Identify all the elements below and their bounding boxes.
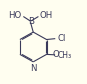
Text: OH: OH [39, 11, 53, 20]
Text: HO: HO [8, 11, 22, 20]
Text: B: B [28, 17, 34, 26]
Text: O: O [52, 50, 59, 59]
Text: CH₃: CH₃ [58, 51, 72, 60]
Text: Cl: Cl [57, 34, 66, 43]
Text: N: N [30, 64, 36, 73]
